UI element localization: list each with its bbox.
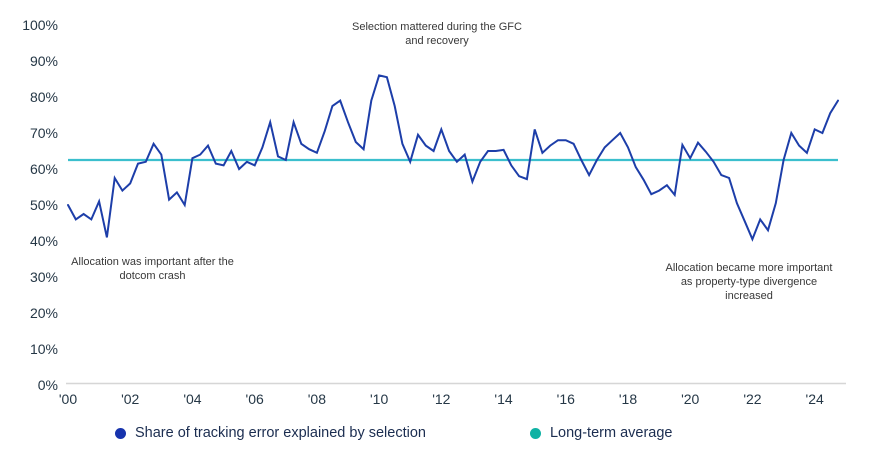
x-axis-tick-label: '12 (432, 391, 450, 407)
legend-label-selection: Share of tracking error explained by sel… (135, 425, 426, 441)
selection-series-dot-icon (115, 427, 126, 439)
x-axis-tick-label: '20 (681, 391, 699, 407)
x-axis-tick-label: '22 (743, 391, 761, 407)
x-axis-tick-label: '02 (121, 391, 139, 407)
legend-item-selection: Share of tracking error explained by sel… (115, 425, 426, 441)
y-axis-tick-label: 70% (30, 125, 58, 141)
y-axis-tick-label: 100% (22, 17, 58, 33)
chart-canvas: 0% 10% 20% 30% 40% 50% 60% 70% 80% 90% 100% '00 '02 '… (22, 17, 846, 407)
legend-item-average: Long-term average (529, 425, 673, 441)
x-axis-tick-label: '00 (59, 391, 77, 407)
x-axis-tick-label: '08 (308, 391, 326, 407)
annotation-property-type-divergence: Allocation became more important as prop… (665, 262, 833, 302)
x-axis-tick-label: '24 (806, 391, 824, 407)
x-axis-tick-label: '04 (183, 391, 201, 407)
y-axis-tick-label: 80% (30, 89, 58, 105)
legend-label-average: Long-term average (549, 425, 673, 441)
x-axis-tick-label: '16 (557, 391, 575, 407)
y-axis-tick-label: 20% (30, 305, 58, 321)
y-axis-tick-label: 60% (30, 161, 58, 177)
x-axis-tick-label: '14 (494, 391, 512, 407)
average-series-dot-icon (529, 427, 541, 439)
x-axis-tick-label: '10 (370, 391, 388, 407)
selection-series-line (67, 74, 839, 242)
x-axis-tick-label: '18 (619, 391, 637, 407)
annotation-gfc: Selection mattered during the GFC and re… (352, 21, 522, 47)
y-axis-tick-label: 50% (30, 197, 58, 213)
tracking-error-chart: 0% 10% 20% 30% 40% 50% 60% 70% 80% 90% 100% '00 '02 '… (22, 17, 846, 407)
chart-legend: Share of tracking error explained by sel… (115, 419, 672, 447)
y-axis-tick-label: 10% (30, 341, 58, 357)
x-axis-tick-label: '06 (246, 391, 264, 407)
annotation-dotcom-crash: Allocation was important after the dotco… (71, 256, 234, 282)
y-axis-tick-label: 40% (30, 233, 58, 249)
y-axis-tick-label: 90% (30, 53, 58, 69)
y-axis-tick-label: 30% (30, 269, 58, 285)
y-axis-tick-label: 0% (38, 377, 58, 393)
